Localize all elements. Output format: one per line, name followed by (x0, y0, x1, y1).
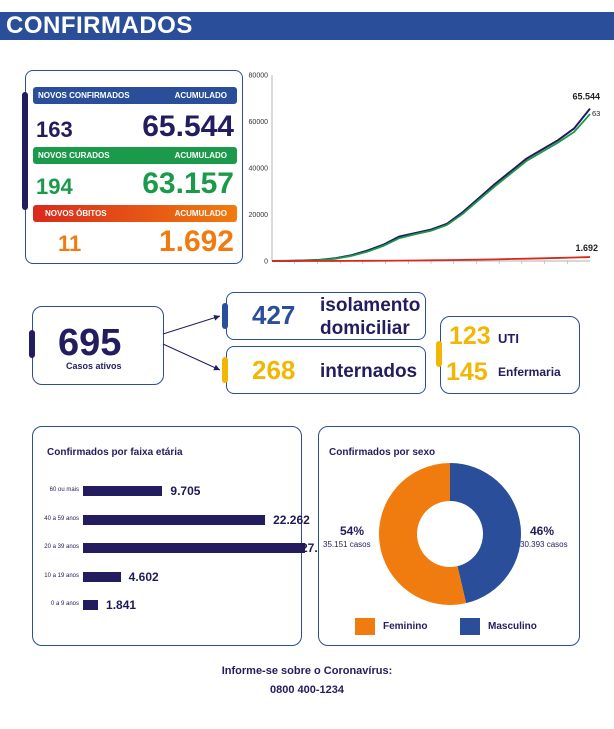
enfermaria-count: 145 (446, 358, 488, 386)
sex-donut-chart (379, 463, 521, 605)
legend-masc-swatch (460, 618, 480, 635)
band-obitos-label: NOVOS ÓBITOS (45, 209, 107, 218)
confirmados-total: 65.544 (142, 110, 234, 143)
page-title: CONFIRMADOS (6, 12, 193, 39)
age-bar-value: 9.705 (170, 484, 201, 498)
band-obitos: NOVOS ÓBITOS ACUMULADO (33, 205, 237, 222)
age-chart-card (32, 426, 302, 646)
line-chart: 0 20000 40000 60000 80000 65.544 63.157 1.692 (249, 73, 600, 266)
y-tick-label: 60000 (249, 119, 269, 126)
masc-count: 30.393 casos (520, 540, 568, 549)
series-end-label: 63.157 (592, 109, 600, 118)
hospital-accent (436, 341, 442, 367)
uti-count: 123 (449, 322, 491, 350)
enfermaria-label: Enfermaria (498, 365, 561, 379)
footer-phone: 0800 400-1234 (269, 684, 344, 696)
sex-chart-card (318, 426, 580, 646)
band-confirmados: NOVOS CONFIRMADOS ACUMULADO (33, 87, 237, 104)
band-obitos-acc: ACUMULADO (174, 209, 227, 218)
header-bar (0, 12, 614, 40)
age-category-label: 40 a 59 anos (44, 515, 79, 522)
hospital-card (440, 316, 580, 394)
fem-percent: 54% (340, 524, 365, 538)
band-confirmados-label: NOVOS CONFIRMADOS (38, 91, 130, 100)
age-category-label: 0 a 9 anos (50, 601, 79, 607)
confirmados-new: 163 (36, 117, 73, 142)
footer-line1: Informe-se sobre o Coronavírus: (221, 665, 393, 677)
age-bar-value: 22.262 (273, 512, 310, 527)
y-tick-label: 20000 (249, 212, 269, 219)
age-category-label: 10 a 19 anos (44, 572, 79, 579)
legend-masc-label: Masculino (488, 621, 537, 632)
band-curados-acc: ACUMULADO (174, 151, 227, 160)
band-curados-label: NOVOS CURADOS (38, 151, 110, 160)
masc-percent: 46% (530, 524, 555, 538)
y-tick-label: 40000 (249, 166, 269, 173)
series-end-label: 1.692 (575, 243, 598, 253)
series-line-curados (271, 113, 591, 262)
y-tick-label: 0 (264, 259, 268, 266)
series-end-label: 65.544 (572, 92, 600, 102)
active-count: 695 (58, 322, 122, 364)
legend-fem-swatch (355, 618, 375, 635)
internados-accent (222, 357, 228, 383)
series-line-bitos (271, 256, 591, 262)
age-chart-title: Confirmados por faixa etária (47, 447, 183, 458)
obitos-new: 11 (58, 231, 82, 256)
fem-count: 35.151 casos (323, 540, 371, 549)
internados-card (226, 346, 426, 394)
curados-total: 63.157 (142, 167, 234, 200)
age-bar (83, 543, 305, 553)
internados-label: internados (320, 361, 418, 382)
isolamento-count: 427 (252, 300, 296, 330)
legend-fem-label: Feminino (383, 621, 428, 632)
flow-arrows (162, 314, 221, 371)
uti-label: UTI (498, 331, 519, 346)
band-confirmados-acc: ACUMULADO (174, 91, 227, 100)
age-category-label: 60 ou mais (49, 487, 79, 493)
isolamento-label2: domiciliar (320, 318, 410, 339)
sex-chart-title: Confirmados por sexo (329, 447, 436, 458)
internados-count: 268 (252, 355, 296, 385)
active-cases-card (32, 306, 164, 385)
age-bar-value: 4.602 (128, 569, 159, 584)
age-category-label: 20 a 39 anos (44, 544, 79, 550)
isolamento-label1: isolamento (320, 295, 421, 316)
active-accent (29, 330, 35, 358)
donut-slice-feminino (379, 463, 467, 605)
y-tick-label: 80000 (249, 73, 269, 80)
obitos-total: 1.692 (158, 225, 234, 258)
summary-accent (22, 92, 28, 210)
isolamento-accent (222, 303, 228, 329)
age-bar (83, 514, 266, 525)
curados-new: 194 (36, 174, 73, 199)
age-bar-value: 1.841 (106, 598, 137, 612)
age-bar (83, 600, 99, 610)
donut-slice-masculino (450, 463, 521, 604)
age-bar (83, 571, 121, 582)
band-curados: NOVOS CURADOS ACUMULADO (33, 147, 237, 164)
active-label: Casos ativos (66, 361, 122, 371)
age-bar (83, 486, 163, 496)
series-line-confirmados (271, 107, 591, 262)
isolamento-card (226, 292, 426, 340)
